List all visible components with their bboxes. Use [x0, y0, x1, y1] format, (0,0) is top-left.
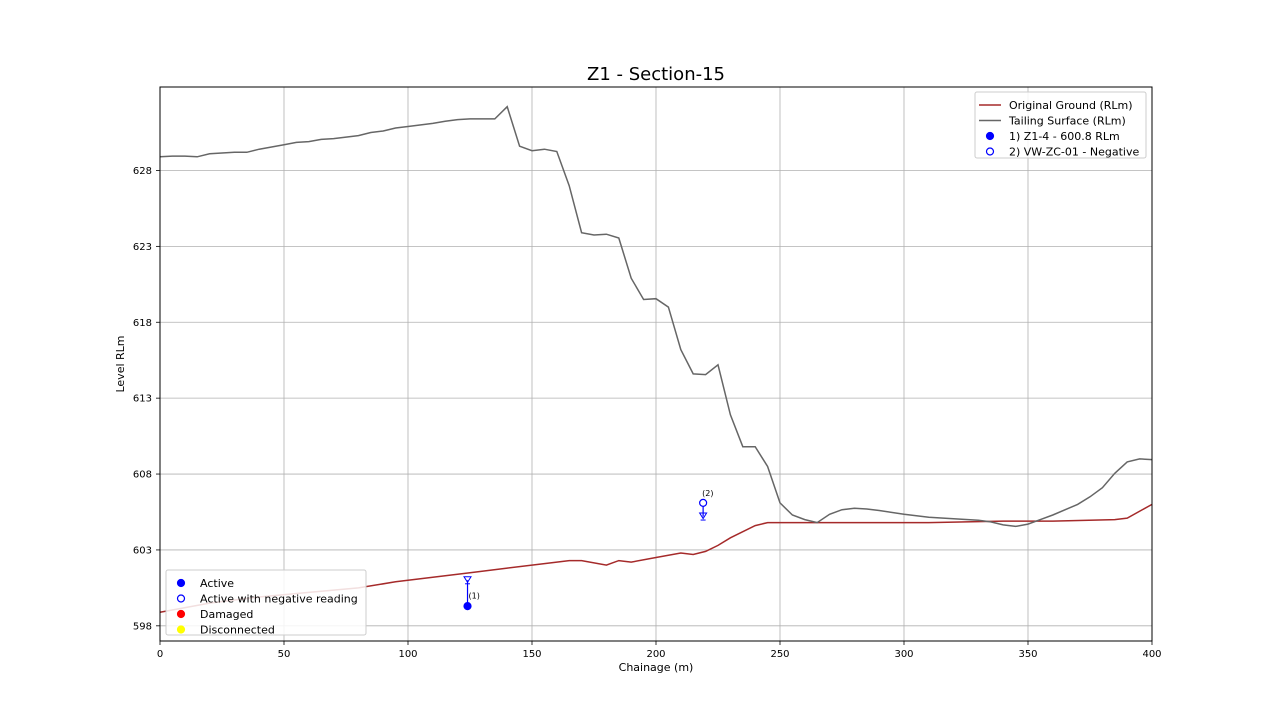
series-lines — [159, 105, 1153, 613]
legend-swatch-dot — [176, 578, 186, 588]
chart-title: Z1 - Section-15 — [587, 64, 725, 85]
y-tick-label: 613 — [133, 394, 152, 405]
instrument-id-label: (1) — [469, 591, 480, 600]
water-level-marker — [463, 576, 472, 584]
legend-label: Disconnected — [200, 624, 275, 637]
instrument-id-label: (2) — [702, 489, 713, 498]
legend-swatch-dot — [176, 609, 186, 619]
x-tick-label: 350 — [1018, 649, 1037, 660]
grid — [159, 87, 1153, 641]
legend-label: Damaged — [200, 608, 253, 621]
x-tick-label: 150 — [522, 649, 541, 660]
x-tick-label: 0 — [157, 649, 163, 660]
legend-box — [165, 569, 367, 636]
instrument-point — [699, 498, 708, 507]
y-tick-label: 603 — [133, 545, 152, 556]
legend-label: Tailing Surface (RLm) — [1008, 115, 1126, 128]
y-axis-label: Level RLm — [114, 335, 127, 392]
legend-label: Active with negative reading — [200, 593, 358, 606]
x-tick-label: 300 — [894, 649, 913, 660]
x-tick-label: 400 — [1142, 649, 1161, 660]
legend-status: Active Active with negative reading Damage… — [165, 569, 367, 637]
x-tick-label: 250 — [770, 649, 789, 660]
instrument-markers: (1) (2) — [463, 489, 713, 611]
water-level-marker — [698, 512, 708, 520]
original-ground-line — [159, 503, 1153, 613]
instrument-point — [463, 601, 472, 611]
legend-label: 2) VW-ZC-01 - Negative — [1009, 146, 1139, 159]
y-tick-label: 608 — [133, 470, 152, 481]
legend-swatch-dot — [176, 625, 186, 634]
legend-label: Active — [200, 577, 234, 590]
legend-label: Original Ground (RLm) — [1009, 99, 1133, 112]
y-tick-label: 598 — [133, 621, 152, 632]
legend-swatch-dot — [985, 147, 995, 156]
legend-series: Original Ground (RLm) Tailing Surface (RL… — [974, 91, 1147, 159]
x-tick-label: 200 — [646, 649, 665, 660]
tailing-surface-line — [159, 105, 1153, 528]
y-tick-label: 618 — [133, 318, 152, 329]
axis-ticks: 0 50 100 150 200 250 300 350 400 598 603 608 613 618 6… — [133, 166, 1162, 660]
legend-swatch-dot — [985, 131, 995, 141]
legend-box — [974, 91, 1147, 159]
y-tick-label: 628 — [133, 166, 152, 177]
x-axis-label: Chainage (m) — [619, 661, 694, 674]
x-tick-label: 50 — [278, 649, 291, 660]
legend-swatch-dot — [176, 594, 186, 603]
x-tick-label: 100 — [398, 649, 417, 660]
y-tick-label: 623 — [133, 242, 152, 253]
legend-label: 1) Z1-4 - 600.8 RLm — [1009, 130, 1120, 143]
